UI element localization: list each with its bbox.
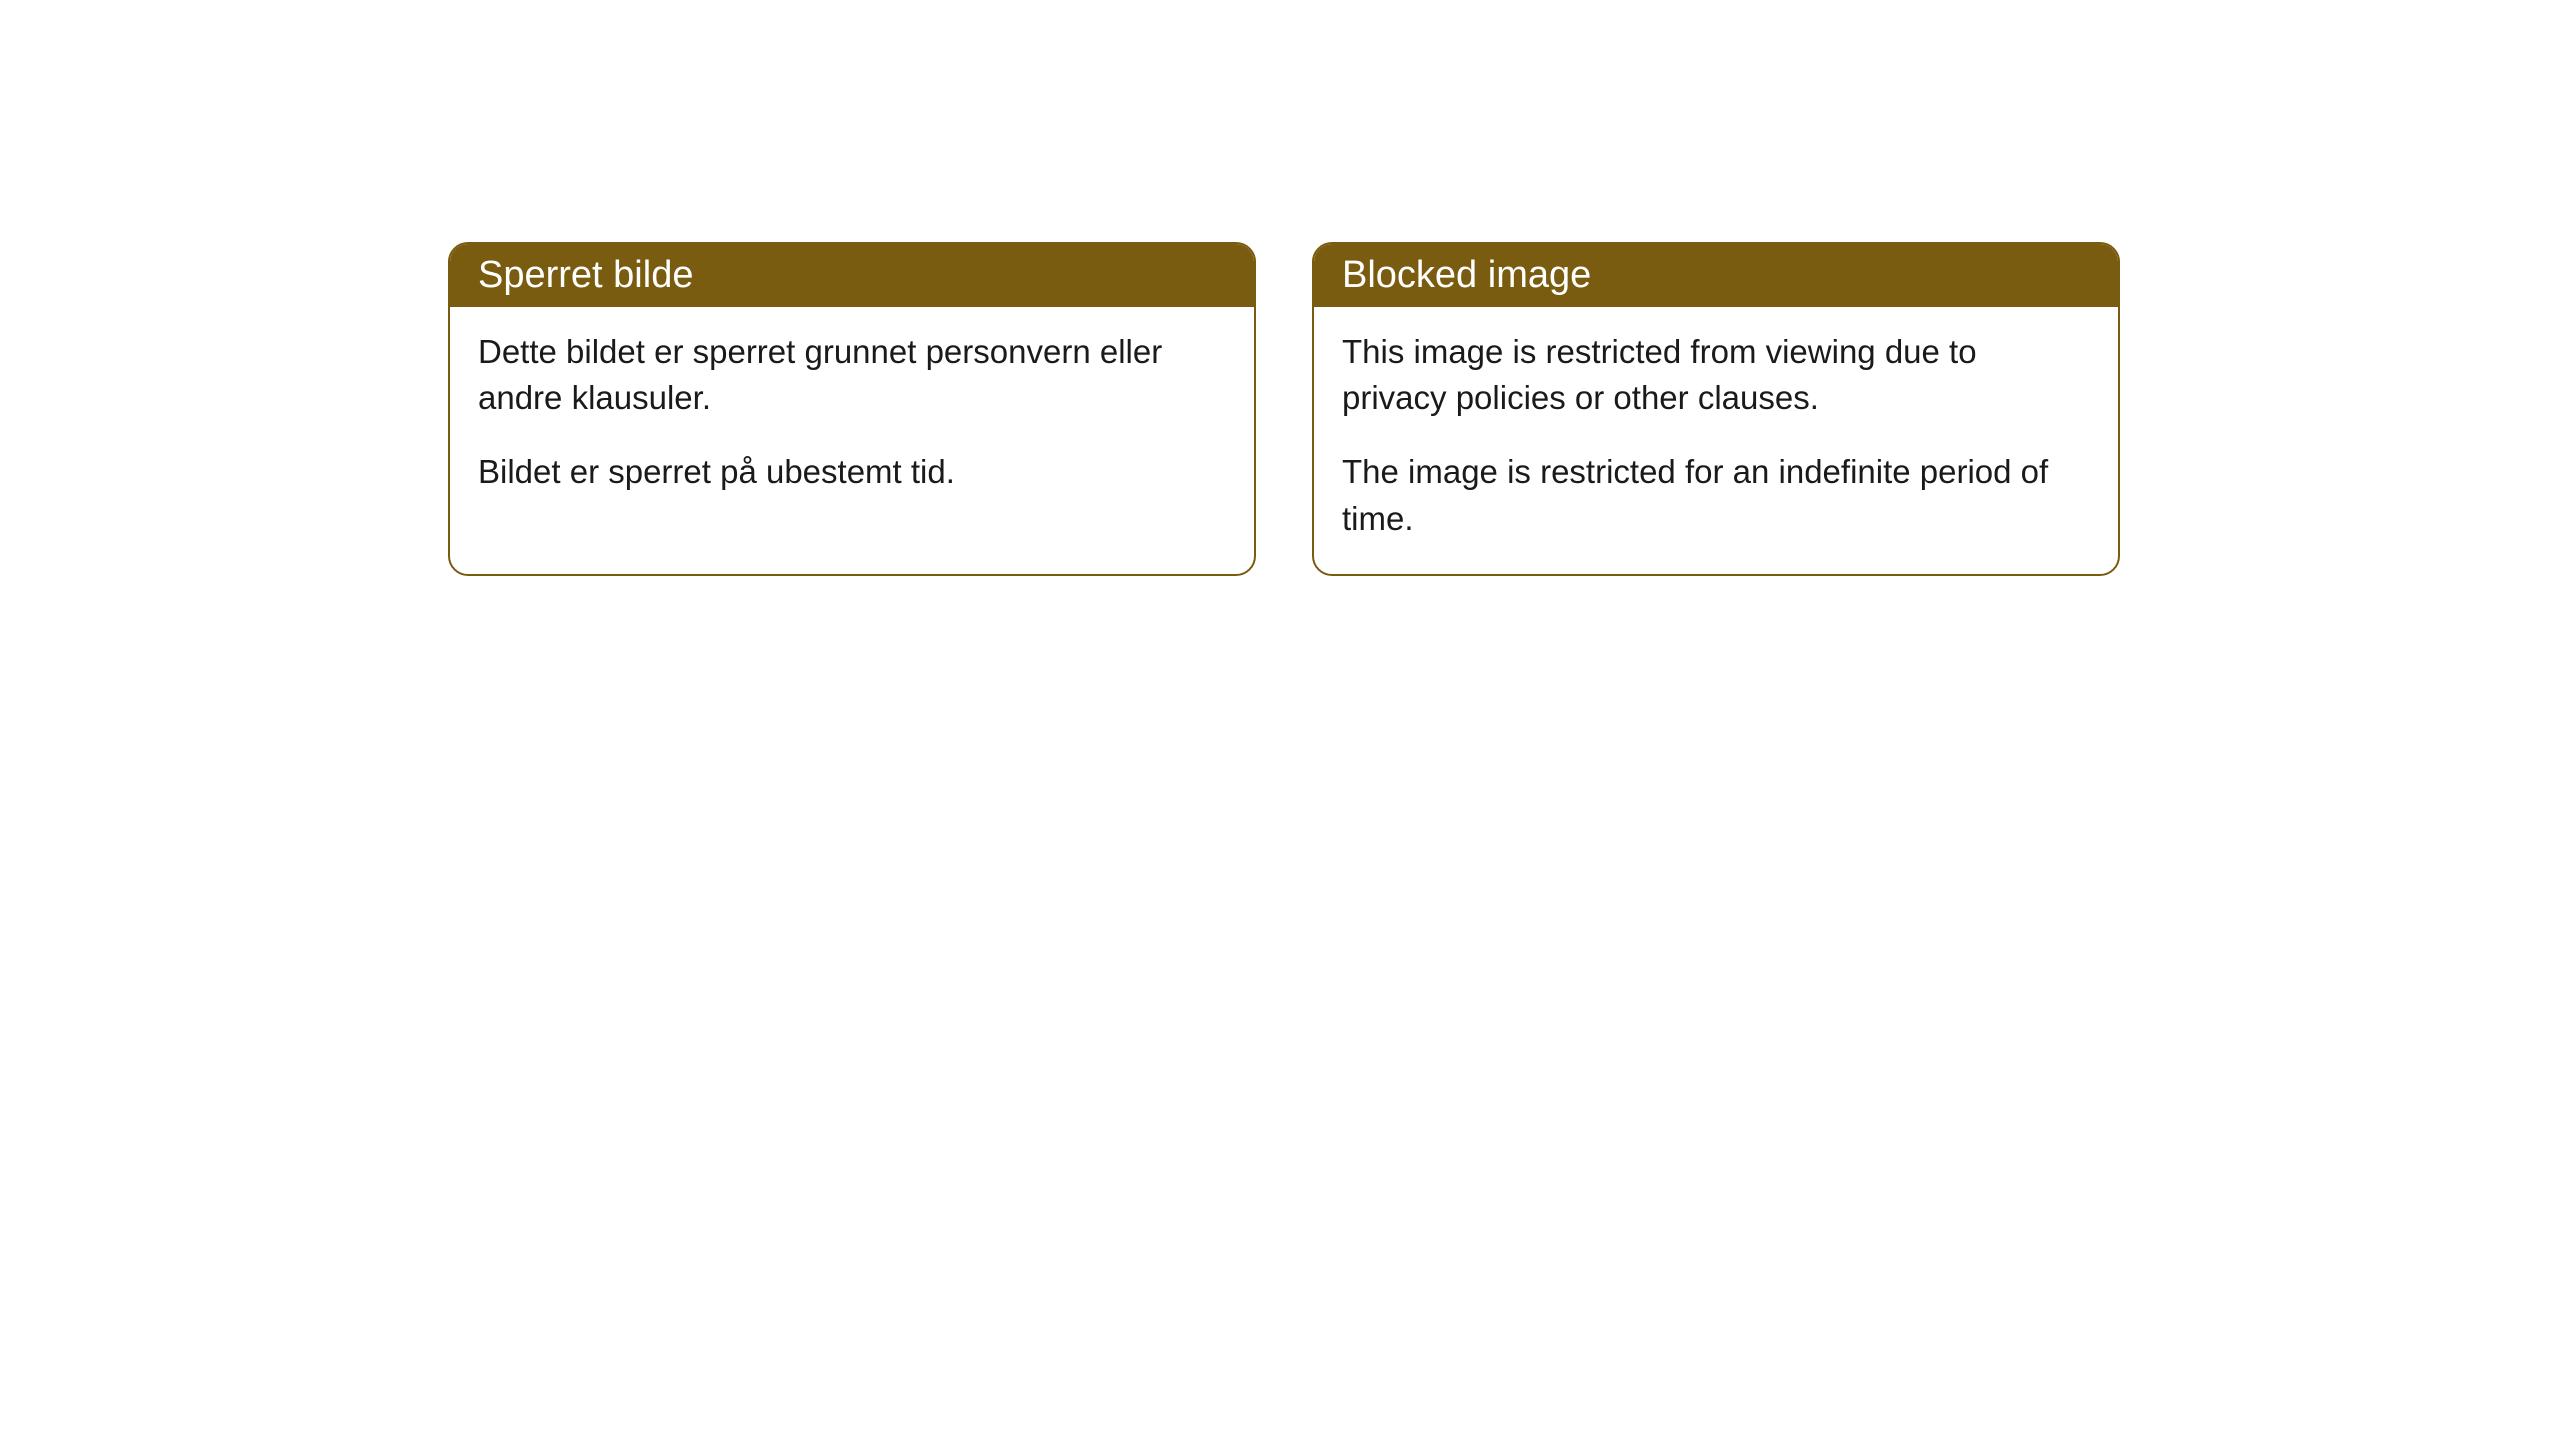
- card-paragraph: The image is restricted for an indefinit…: [1342, 449, 2090, 541]
- notice-container: Sperret bilde Dette bildet er sperret gr…: [0, 0, 2560, 576]
- card-header: Sperret bilde: [450, 244, 1254, 307]
- card-title: Sperret bilde: [478, 254, 693, 296]
- card-header: Blocked image: [1314, 244, 2118, 307]
- card-paragraph: Dette bildet er sperret grunnet personve…: [478, 329, 1226, 421]
- blocked-image-card-english: Blocked image This image is restricted f…: [1312, 242, 2120, 576]
- blocked-image-card-norwegian: Sperret bilde Dette bildet er sperret gr…: [448, 242, 1256, 576]
- card-paragraph: This image is restricted from viewing du…: [1342, 329, 2090, 421]
- card-paragraph: Bildet er sperret på ubestemt tid.: [478, 449, 1226, 495]
- card-body: Dette bildet er sperret grunnet personve…: [450, 307, 1254, 528]
- card-body: This image is restricted from viewing du…: [1314, 307, 2118, 574]
- card-title: Blocked image: [1342, 254, 1591, 296]
